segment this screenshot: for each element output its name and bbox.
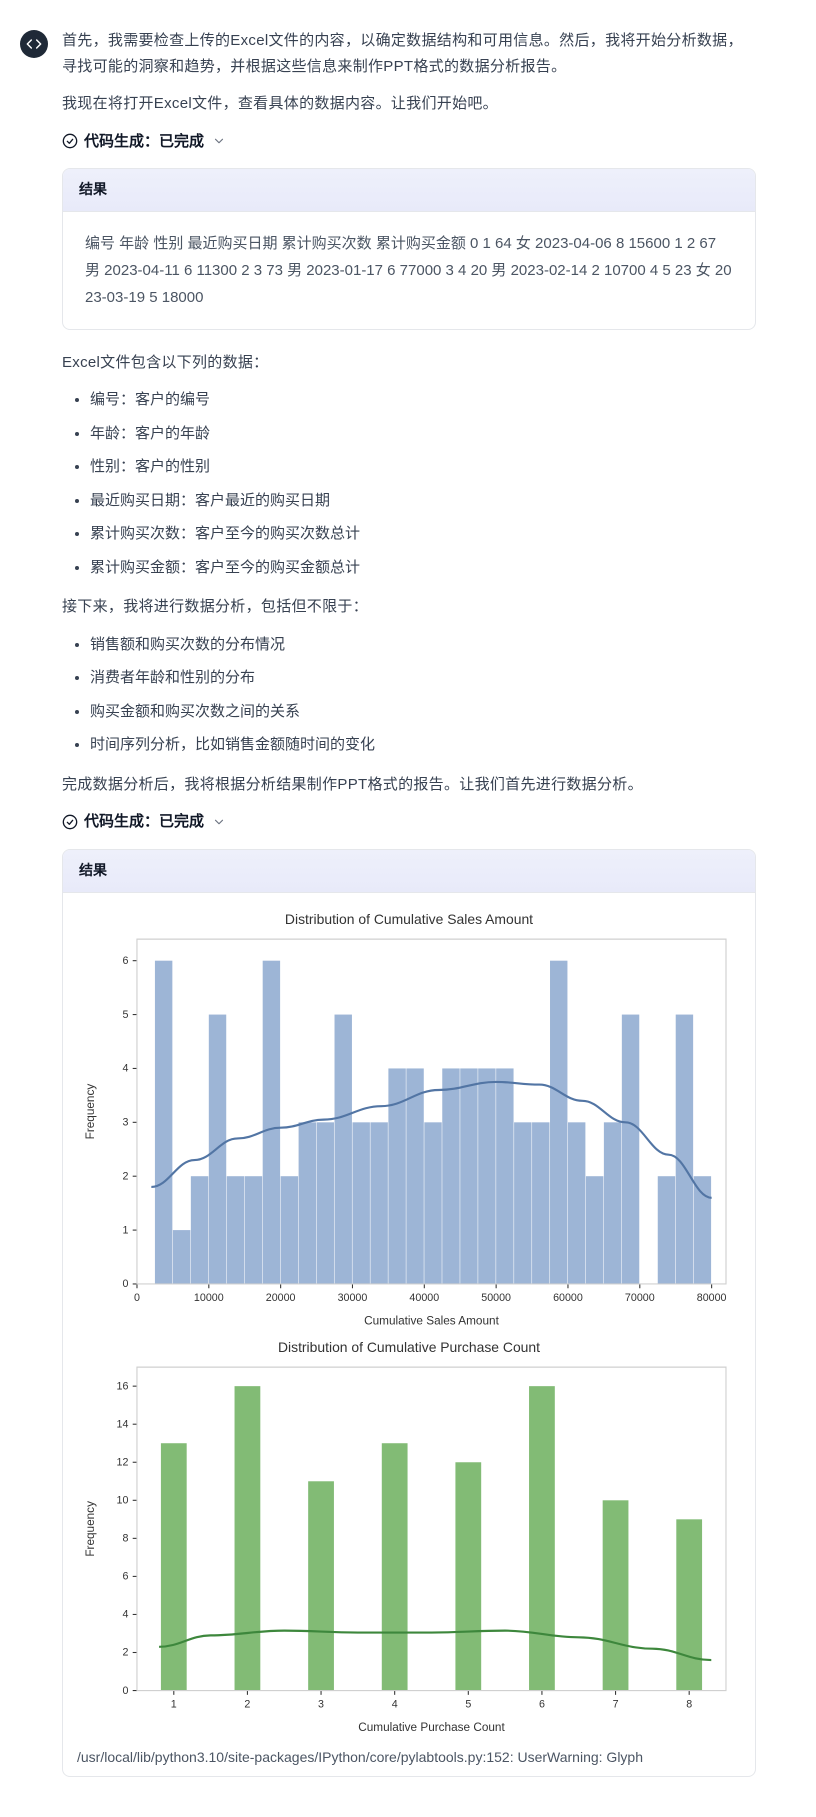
chart-2-purchase-count-distribution: Distribution of Cumulative Purchase Coun… <box>77 1335 741 1742</box>
list-item: 时间序列分析，比如销售金额随时间的变化 <box>90 732 756 758</box>
intro-paragraph-2: 我现在将打开Excel文件，查看具体的数据内容。让我们开始吧。 <box>62 91 756 117</box>
cols-intro: Excel文件包含以下列的数据： <box>62 350 756 376</box>
svg-text:Cumulative Purchase Count: Cumulative Purchase Count <box>358 1721 505 1734</box>
chart-2-svg: Distribution of Cumulative Purchase Coun… <box>77 1335 741 1742</box>
codegen-status-1[interactable]: 代码生成：已完成 <box>62 129 756 155</box>
result-body-text: 编号 年龄 性别 最近购买日期 累计购买次数 累计购买金额 0 1 64 女 2… <box>63 212 755 329</box>
svg-text:3: 3 <box>122 1116 128 1128</box>
svg-text:10000: 10000 <box>194 1292 224 1304</box>
list-item: 销售额和购买次数的分布情况 <box>90 632 756 658</box>
svg-text:Cumulative Sales Amount: Cumulative Sales Amount <box>364 1314 499 1327</box>
assistant-message: 首先，我需要检查上传的Excel文件的内容，以确定数据结构和可用信息。然后，我将… <box>20 28 756 1797</box>
svg-text:6: 6 <box>539 1699 545 1711</box>
check-circle-icon <box>62 133 78 149</box>
result-header: 结果 <box>63 850 755 893</box>
svg-text:3: 3 <box>318 1699 324 1711</box>
list-item: 消费者年龄和性别的分布 <box>90 665 756 691</box>
svg-text:4: 4 <box>122 1062 128 1074</box>
columns-list: 编号：客户的编号年龄：客户的年龄性别：客户的性别最近购买日期：客户最近的购买日期… <box>62 387 756 580</box>
chevron-down-icon <box>212 134 226 148</box>
svg-text:4: 4 <box>392 1699 398 1711</box>
svg-text:1: 1 <box>122 1224 128 1236</box>
intro-paragraph-1: 首先，我需要检查上传的Excel文件的内容，以确定数据结构和可用信息。然后，我将… <box>62 28 756 79</box>
list-item: 最近购买日期：客户最近的购买日期 <box>90 488 756 514</box>
svg-text:60000: 60000 <box>553 1292 583 1304</box>
analyses-intro: 接下来，我将进行数据分析，包括但不限于： <box>62 594 756 620</box>
svg-text:5: 5 <box>122 1008 128 1020</box>
svg-text:8: 8 <box>122 1533 128 1545</box>
analyses-list: 销售额和购买次数的分布情况消费者年龄和性别的分布购买金额和购买次数之间的关系时间… <box>62 632 756 758</box>
svg-text:30000: 30000 <box>338 1292 368 1304</box>
check-circle-icon <box>62 814 78 830</box>
svg-text:50000: 50000 <box>481 1292 511 1304</box>
svg-text:5: 5 <box>465 1699 471 1711</box>
svg-text:Frequency: Frequency <box>84 1083 97 1139</box>
list-item: 累计购买次数：客户至今的购买次数总计 <box>90 521 756 547</box>
codegen-label: 代码生成：已完成 <box>84 129 204 155</box>
svg-text:0: 0 <box>122 1278 128 1290</box>
svg-text:Frequency: Frequency <box>84 1501 97 1557</box>
chevron-down-icon <box>212 815 226 829</box>
svg-text:0: 0 <box>122 1685 128 1697</box>
closing-paragraph: 完成数据分析后，我将根据分析结果制作PPT格式的报告。让我们首先进行数据分析。 <box>62 772 756 798</box>
svg-text:14: 14 <box>117 1418 129 1430</box>
python-warning: /usr/local/lib/python3.10/site-packages/… <box>77 1746 741 1770</box>
svg-text:6: 6 <box>122 1571 128 1583</box>
chart-1-svg: Distribution of Cumulative Sales Amount 0… <box>77 907 741 1335</box>
codegen-label: 代码生成：已完成 <box>84 809 204 835</box>
code-icon <box>26 36 42 52</box>
svg-text:4: 4 <box>122 1609 128 1621</box>
svg-text:6: 6 <box>122 954 128 966</box>
svg-text:Distribution of Cumulative Pur: Distribution of Cumulative Purchase Coun… <box>278 1339 540 1355</box>
list-item: 年龄：客户的年龄 <box>90 421 756 447</box>
list-item: 性别：客户的性别 <box>90 454 756 480</box>
list-item: 购买金额和购买次数之间的关系 <box>90 699 756 725</box>
list-item: 编号：客户的编号 <box>90 387 756 413</box>
list-item: 累计购买金额：客户至今的购买金额总计 <box>90 555 756 581</box>
svg-text:70000: 70000 <box>625 1292 655 1304</box>
svg-text:Distribution of Cumulative Sal: Distribution of Cumulative Sales Amount <box>285 911 533 927</box>
svg-text:10: 10 <box>117 1494 129 1506</box>
result-header: 结果 <box>63 169 755 212</box>
svg-text:80000: 80000 <box>697 1292 727 1304</box>
svg-text:0: 0 <box>134 1292 140 1304</box>
svg-text:2: 2 <box>122 1647 128 1659</box>
svg-text:2: 2 <box>244 1699 250 1711</box>
result-block-1: 结果 编号 年龄 性别 最近购买日期 累计购买次数 累计购买金额 0 1 64 … <box>62 168 756 330</box>
svg-text:40000: 40000 <box>409 1292 439 1304</box>
svg-text:7: 7 <box>613 1699 619 1711</box>
codegen-status-2[interactable]: 代码生成：已完成 <box>62 809 756 835</box>
svg-text:2: 2 <box>122 1170 128 1182</box>
svg-text:16: 16 <box>117 1380 129 1392</box>
result-body-charts: Distribution of Cumulative Sales Amount 0… <box>63 893 755 1776</box>
assistant-avatar <box>20 30 48 58</box>
message-content: 首先，我需要检查上传的Excel文件的内容，以确定数据结构和可用信息。然后，我将… <box>62 28 756 1797</box>
svg-text:1: 1 <box>171 1699 177 1711</box>
svg-text:12: 12 <box>117 1456 129 1468</box>
svg-text:8: 8 <box>686 1699 692 1711</box>
result-block-2: 结果 Distribution of Cumulative Sales Amou… <box>62 849 756 1777</box>
chart-1-sales-distribution: Distribution of Cumulative Sales Amount 0… <box>77 907 741 1335</box>
svg-text:20000: 20000 <box>266 1292 296 1304</box>
